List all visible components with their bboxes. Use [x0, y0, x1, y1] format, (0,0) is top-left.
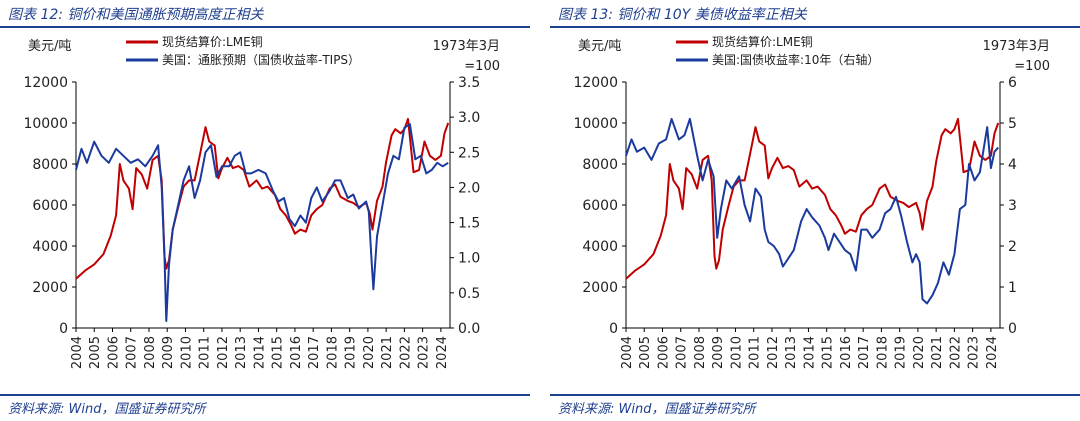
x-tick-label: 2022 — [398, 336, 413, 369]
x-tick-label: 2009 — [161, 336, 176, 369]
x-tick-label: 2004 — [70, 336, 85, 369]
y-left-tick-label: 8000 — [32, 157, 68, 173]
y-left-tick-label: 12000 — [573, 75, 618, 91]
legend-label: 现货结算价:LME铜 — [712, 34, 813, 49]
x-tick-label: 2005 — [638, 336, 653, 369]
x-tick-label: 2020 — [912, 336, 927, 369]
y-right-tick-label: 1.0 — [458, 251, 480, 267]
x-tick-label: 2017 — [307, 336, 322, 369]
x-tick-label: 2023 — [417, 336, 432, 369]
x-tick-label: 2011 — [198, 336, 213, 369]
x-tick-label: 2021 — [380, 336, 395, 369]
line-chart: 美元/吨 1973年3月 =100 现货结算价:LME铜美国:国债收益率:10年（右轴… — [573, 34, 1050, 369]
source-note: 资料来源: Wind，国盛证券研究所 — [8, 402, 206, 417]
x-tick-label: 2012 — [766, 336, 781, 369]
series-line — [75, 123, 449, 322]
y-right-tick-label: 2.0 — [458, 180, 480, 196]
y-left-tick-label: 10000 — [573, 116, 618, 132]
x-tick-label: 2005 — [88, 336, 103, 369]
source-rule — [550, 394, 1080, 396]
y-left-tick-label: 8000 — [582, 157, 618, 173]
x-tick-label: 2021 — [930, 336, 945, 369]
y-left-tick-label: 12000 — [23, 75, 68, 91]
x-tick-label: 2024 — [435, 336, 450, 369]
x-tick-label: 2010 — [729, 336, 744, 369]
source-rule — [0, 394, 530, 396]
y-right-tick-label: 2 — [1008, 239, 1017, 255]
chart-panel-right: 图表 13: 铜价和 10Y 美债收益率正相关 美元/吨 1973年3月 =100 现… — [550, 0, 1080, 421]
x-tick-label: 2020 — [362, 336, 377, 369]
y-left-unit-label: 美元/吨 — [578, 39, 621, 54]
y-right-tick-label: 3.5 — [458, 75, 480, 91]
y-left-tick-label: 0 — [59, 321, 68, 337]
y-right-tick-label: 6 — [1008, 75, 1017, 91]
legend-label: 美国：通胀预期（国债收益率-TIPS） — [162, 52, 360, 67]
x-tick-label: 2013 — [784, 336, 799, 369]
x-tick-label: 2014 — [802, 336, 817, 369]
legend-label: 现货结算价:LME铜 — [162, 34, 263, 49]
x-tick-label: 2018 — [325, 336, 340, 369]
y-right-tick-label: 3 — [1008, 198, 1017, 214]
x-tick-label: 2013 — [234, 336, 249, 369]
y-left-tick-label: 2000 — [32, 280, 68, 296]
x-tick-label: 2016 — [839, 336, 854, 369]
legend-label: 美国:国债收益率:10年（右轴） — [712, 52, 879, 67]
title-rule — [550, 26, 1080, 28]
y-left-unit-label: 美元/吨 — [28, 39, 71, 54]
y-right-tick-label: 0.0 — [458, 321, 480, 337]
y-right-tick-label: 5 — [1008, 116, 1017, 132]
y-right-unit-label-2: =100 — [1014, 59, 1050, 74]
y-left-tick-label: 6000 — [32, 198, 68, 214]
y-left-tick-label: 4000 — [32, 239, 68, 255]
series-line — [75, 117, 450, 280]
chart-panel-left: 图表 12: 铜价和美国通胀预期高度正相关 美元/吨 1973年3月 =100 现货结… — [0, 0, 530, 421]
y-left-tick-label: 10000 — [23, 116, 68, 132]
x-tick-label: 2015 — [821, 336, 836, 369]
y-left-tick-label: 0 — [609, 321, 618, 337]
source-note: 资料来源: Wind，国盛证券研究所 — [558, 402, 756, 417]
chart-title: 图表 12: 铜价和美国通胀预期高度正相关 — [8, 7, 264, 23]
x-tick-label: 2018 — [875, 336, 890, 369]
series-line — [625, 117, 999, 305]
x-tick-label: 2017 — [857, 336, 872, 369]
x-tick-label: 2016 — [289, 336, 304, 369]
y-left-tick-label: 2000 — [582, 280, 618, 296]
y-right-unit-label: 1973年3月 — [433, 39, 500, 54]
x-tick-label: 2008 — [693, 336, 708, 369]
x-tick-label: 2023 — [967, 336, 982, 369]
x-tick-label: 2007 — [125, 336, 140, 369]
x-tick-label: 2006 — [106, 336, 121, 369]
y-right-tick-label: 3.0 — [458, 110, 480, 126]
y-right-tick-label: 1.5 — [458, 216, 480, 232]
x-tick-label: 2024 — [985, 336, 1000, 369]
x-tick-label: 2010 — [179, 336, 194, 369]
y-right-unit-label-2: =100 — [464, 59, 500, 74]
y-left-tick-label: 4000 — [582, 239, 618, 255]
chart-title: 图表 13: 铜价和 10Y 美债收益率正相关 — [558, 7, 807, 23]
x-tick-label: 2022 — [948, 336, 963, 369]
x-tick-label: 2009 — [711, 336, 726, 369]
y-right-tick-label: 1 — [1008, 280, 1017, 296]
x-tick-label: 2004 — [620, 336, 635, 369]
x-tick-label: 2019 — [894, 336, 909, 369]
y-right-unit-label: 1973年3月 — [983, 39, 1050, 54]
y-right-tick-label: 0.5 — [458, 286, 480, 302]
x-tick-label: 2014 — [252, 336, 267, 369]
series-line — [625, 117, 1000, 280]
x-tick-label: 2008 — [143, 336, 158, 369]
x-tick-label: 2019 — [344, 336, 359, 369]
y-right-tick-label: 0 — [1008, 321, 1017, 337]
y-right-tick-label: 4 — [1008, 157, 1017, 173]
x-tick-label: 2007 — [675, 336, 690, 369]
line-chart: 美元/吨 1973年3月 =100 现货结算价:LME铜美国：通胀预期（国债收益率-T… — [23, 34, 500, 369]
x-tick-label: 2011 — [748, 336, 763, 369]
x-tick-label: 2015 — [271, 336, 286, 369]
y-left-tick-label: 6000 — [582, 198, 618, 214]
title-rule — [0, 26, 530, 28]
y-right-tick-label: 2.5 — [458, 145, 480, 161]
x-tick-label: 2006 — [656, 336, 671, 369]
x-tick-label: 2012 — [216, 336, 231, 369]
